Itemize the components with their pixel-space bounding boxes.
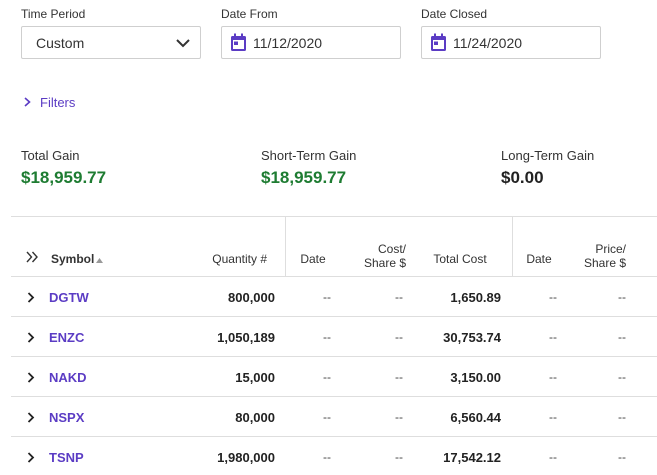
quantity-cell: 80,000: [235, 409, 275, 425]
symbol-header-label: Symbol: [51, 252, 95, 266]
price-share-cell: --: [618, 410, 626, 424]
date-sold-cell: --: [549, 290, 557, 304]
price-share-header-line1: Price/: [595, 242, 626, 256]
chevron-right-icon[interactable]: [27, 437, 35, 475]
total-cost-cell: 6,560.44: [450, 409, 501, 425]
filters-toggle[interactable]: Filters: [24, 95, 75, 110]
symbol-column-header[interactable]: Symbol: [51, 252, 104, 266]
symbol-cell[interactable]: NAKD: [49, 369, 87, 385]
price-share-header-line2: Share $: [583, 256, 626, 270]
date-closed-label: Date Closed: [421, 7, 488, 21]
total-cost-cell: 1,650.89: [450, 289, 501, 305]
symbol-cell[interactable]: ENZC: [49, 329, 85, 345]
price-share-cell: --: [618, 290, 626, 304]
total-cost-cell: 30,753.74: [443, 329, 501, 345]
chevron-right-icon[interactable]: [27, 357, 35, 397]
quantity-cell: 1,050,189: [217, 329, 275, 345]
cost-share-cell: --: [395, 370, 403, 384]
table-row[interactable]: NAKD 15,000 -- -- 3,150.00 -- --: [11, 356, 657, 396]
quantity-cell: 15,000: [235, 369, 275, 385]
time-period-select[interactable]: Custom: [21, 26, 201, 59]
calendar-icon[interactable]: [430, 33, 447, 52]
calendar-icon[interactable]: [230, 33, 247, 52]
table-row[interactable]: TSNP 1,980,000 -- -- 17,542.12 -- --: [11, 436, 657, 475]
column-divider: [285, 216, 286, 276]
date-sold-cell: --: [549, 450, 557, 464]
total-cost-column-header[interactable]: Total Cost: [433, 252, 487, 266]
cost-share-header-line1: Cost/: [377, 242, 406, 256]
cost-share-cell: --: [395, 410, 403, 424]
table-row[interactable]: NSPX 80,000 -- -- 6,560.44 -- --: [11, 396, 657, 436]
chevron-right-icon: [24, 95, 31, 110]
date-closed-value: 11/24/2020: [453, 34, 523, 51]
date-acquired-cell: --: [323, 370, 331, 384]
sort-ascending-icon: [96, 252, 104, 266]
long-term-gain-label: Long-Term Gain: [501, 148, 595, 163]
quantity-cell: 800,000: [228, 289, 275, 305]
quantity-cell: 1,980,000: [217, 449, 275, 465]
date-acquired-cell: --: [323, 290, 331, 304]
price-share-cell: --: [618, 450, 626, 464]
table-row[interactable]: ENZC 1,050,189 -- -- 30,753.74 -- --: [11, 316, 657, 356]
column-divider: [512, 216, 513, 276]
date-acquired-cell: --: [323, 330, 331, 344]
long-term-gain-summary: Long-Term Gain $0.00: [501, 148, 594, 188]
total-gain-label: Total Gain: [21, 148, 80, 163]
price-share-cell: --: [618, 370, 626, 384]
cost-share-cell: --: [395, 290, 403, 304]
date-sold-cell: --: [549, 410, 557, 424]
chevron-right-icon[interactable]: [27, 277, 35, 317]
date-acquired-cell: --: [323, 450, 331, 464]
symbol-cell[interactable]: TSNP: [49, 449, 84, 465]
short-term-gain-value: $18,959.77: [261, 168, 347, 187]
filters-label: Filters: [40, 95, 76, 110]
table-row[interactable]: DGTW 800,000 -- -- 1,650.89 -- --: [11, 276, 657, 316]
cost-share-column-header[interactable]: Cost/ Share $: [344, 242, 406, 270]
total-gain-summary: Total Gain $18,959.77: [21, 148, 106, 188]
short-term-gain-summary: Short-Term Gain $18,959.77: [261, 148, 356, 188]
total-cost-cell: 17,542.12: [443, 449, 501, 465]
chevron-right-icon[interactable]: [27, 397, 35, 437]
price-share-cell: --: [618, 330, 626, 344]
date-acquired-cell: --: [323, 410, 331, 424]
expand-all-icon[interactable]: [26, 250, 39, 268]
total-gain-value: $18,959.77: [21, 168, 107, 187]
date-closed-field[interactable]: 11/24/2020: [421, 26, 601, 59]
short-term-gain-label: Short-Term Gain: [261, 148, 357, 163]
cost-share-header-line2: Share $: [363, 256, 406, 270]
date-from-field[interactable]: 11/12/2020: [221, 26, 401, 59]
date-sold-column-header[interactable]: Date: [526, 252, 552, 266]
date-sold-cell: --: [549, 370, 557, 384]
price-share-column-header[interactable]: Price/ Share $: [568, 242, 626, 270]
cost-share-cell: --: [395, 450, 403, 464]
quantity-column-header[interactable]: Quantity #: [212, 252, 267, 266]
date-sold-cell: --: [549, 330, 557, 344]
chevron-right-icon[interactable]: [27, 317, 35, 357]
chevron-down-icon: [176, 35, 190, 51]
symbol-cell[interactable]: DGTW: [49, 289, 89, 305]
time-period-value: Custom: [36, 34, 85, 51]
table-top-divider: [11, 216, 657, 217]
total-cost-cell: 3,150.00: [450, 369, 501, 385]
date-from-label: Date From: [221, 7, 278, 21]
time-period-label: Time Period: [21, 7, 86, 21]
symbol-cell[interactable]: NSPX: [49, 409, 85, 425]
long-term-gain-value: $0.00: [501, 168, 544, 187]
date-acquired-column-header[interactable]: Date: [300, 252, 326, 266]
date-from-value: 11/12/2020: [253, 34, 323, 51]
cost-share-cell: --: [395, 330, 403, 344]
